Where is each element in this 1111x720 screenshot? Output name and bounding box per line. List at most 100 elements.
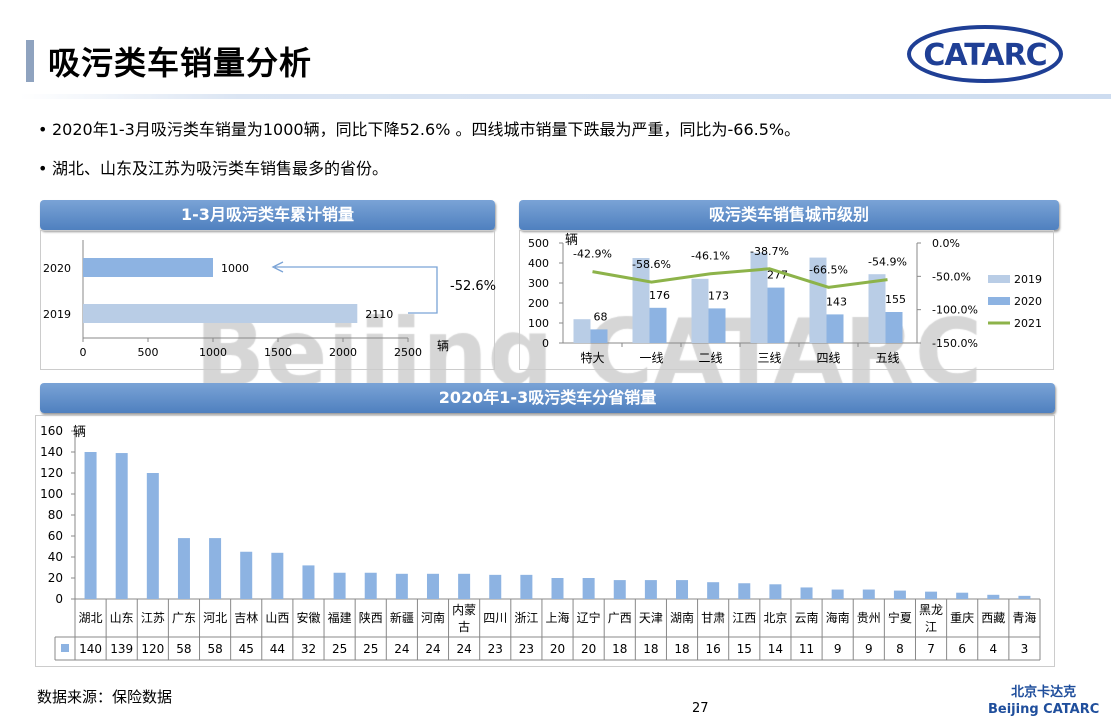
table-value: 15 [737,642,752,656]
data-label-2020: 176 [649,289,670,302]
line-2021 [592,267,888,289]
bullet-text: 2020年1-3月吸污类车销量为1000辆，同比下降52.6% 。四线城市销量下… [52,120,801,139]
category-label: 四川 [483,611,507,625]
table-value: 16 [706,642,721,656]
bar-北京 [769,584,782,599]
bar-2020-三线 [767,287,785,343]
category-label: 广西 [608,611,632,625]
category-label: 内蒙 [452,603,476,617]
x-tick-label: 一线 [639,351,663,365]
legend-swatch-2019 [988,275,1010,283]
x-tick-label: 1500 [264,346,292,359]
legend-label: 2020 [1014,295,1042,308]
bar-2019-三线 [750,252,768,343]
brand-cn: 北京卡达克 [1011,685,1077,700]
category-label: 云南 [795,610,819,625]
x-tick-label: 2000 [329,346,357,359]
y2-tick-label: -50.0% [932,270,971,283]
category-label: 湖南 [670,610,694,625]
bar-广东 [177,538,190,599]
bar-2020-一线 [649,307,667,343]
x-tick-label: 1000 [199,346,227,359]
category-label: 宁夏 [888,610,912,625]
province-sales-chart-box [35,415,1055,667]
category-label: 甘肃 [701,611,725,625]
bar-2019-五线 [868,274,886,343]
category-label: 辽宁 [577,610,601,625]
y-tick-label: 0 [542,337,549,350]
bar-四川 [489,574,502,599]
y-tick-label: 0 [55,592,63,606]
table-value: 24 [425,642,440,656]
category-label: 浙江 [514,611,538,625]
x-tick-label: 二线 [698,351,722,365]
category-label: 江 [925,620,937,634]
table-value: 25 [363,642,378,656]
table-value: 32 [301,642,316,656]
category-label: 青海 [1012,610,1036,625]
category-label: 重庆 [950,611,974,625]
y-tick-label: 200 [528,297,549,310]
data-label-2020: 68 [594,310,608,323]
data-label-2020: 143 [826,295,847,308]
legend-label: 2019 [1014,273,1042,286]
bullet-1: • 2020年1-3月吸污类车销量为1000辆，同比下降52.6% 。四线城市销量… [38,120,801,139]
y-tick-label: 160 [40,424,63,438]
bar-新疆 [395,573,408,599]
data-label-2021: -58.6% [632,258,671,271]
bar-甘肃 [707,582,720,599]
category-label: 湖北 [79,610,103,625]
table-value: 8 [896,642,904,656]
y-tick-label: 100 [528,317,549,330]
province-sales-header: 2020年1-3吸污类车分省销量 [40,383,1055,413]
table-value: 20 [581,642,596,656]
table-value: 18 [643,642,658,656]
y-tick-label: 40 [48,550,63,564]
bar-福建 [333,572,346,599]
data-label: 1000 [221,262,249,275]
bullet-2: • 湖北、山东及江苏为吸污类车销售最多的省份。 [38,159,389,178]
table-legend-swatch [61,644,69,652]
page-title: 吸污类车销量分析 [48,44,313,82]
data-label-2021: -54.9% [868,256,907,269]
bar-天津 [644,580,657,599]
bar-辽宁 [582,578,595,599]
bar-重庆 [956,592,969,599]
category-label: 广东 [172,611,196,625]
table-value: 44 [270,642,285,656]
bar-安徽 [302,565,315,599]
table-value: 120 [141,642,164,656]
category-label: 陕西 [359,610,383,625]
data-source: 数据来源：保险数据 [37,688,173,706]
category-label: 山西 [265,611,289,625]
bar-吉林 [240,551,253,599]
bar-2020-四线 [826,314,844,343]
x-tick-label: 特大 [580,350,604,365]
page-number: 27 [692,701,709,716]
table-value: 140 [79,642,102,656]
brand-en: Beijing CATARC [988,702,1100,717]
table-value: 7 [927,642,935,656]
bar-河北 [209,538,222,599]
table-value: 24 [394,642,409,656]
table-value: 9 [834,642,842,656]
x-tick-label: 五线 [875,351,899,365]
logo-text: CATARC [923,38,1046,73]
table-value: 139 [110,642,133,656]
bar-陕西 [364,572,377,599]
arrow-head [271,261,284,273]
bar-山西 [271,552,284,599]
data-label: 2110 [365,308,393,321]
table-value: 58 [176,642,191,656]
table-value: 18 [612,642,627,656]
bar-江西 [738,583,751,599]
category-label: 海南 [826,610,850,625]
bar-内蒙古 [458,573,471,599]
cumulative-sales-chart-box [40,230,495,370]
bar-山东 [115,453,128,599]
x-tick-label: 0 [80,346,87,359]
bar-2019-四线 [809,257,827,343]
bar-黑龙江 [925,591,938,599]
y-tick-label: 80 [48,508,63,522]
category-label: 山东 [110,611,134,625]
